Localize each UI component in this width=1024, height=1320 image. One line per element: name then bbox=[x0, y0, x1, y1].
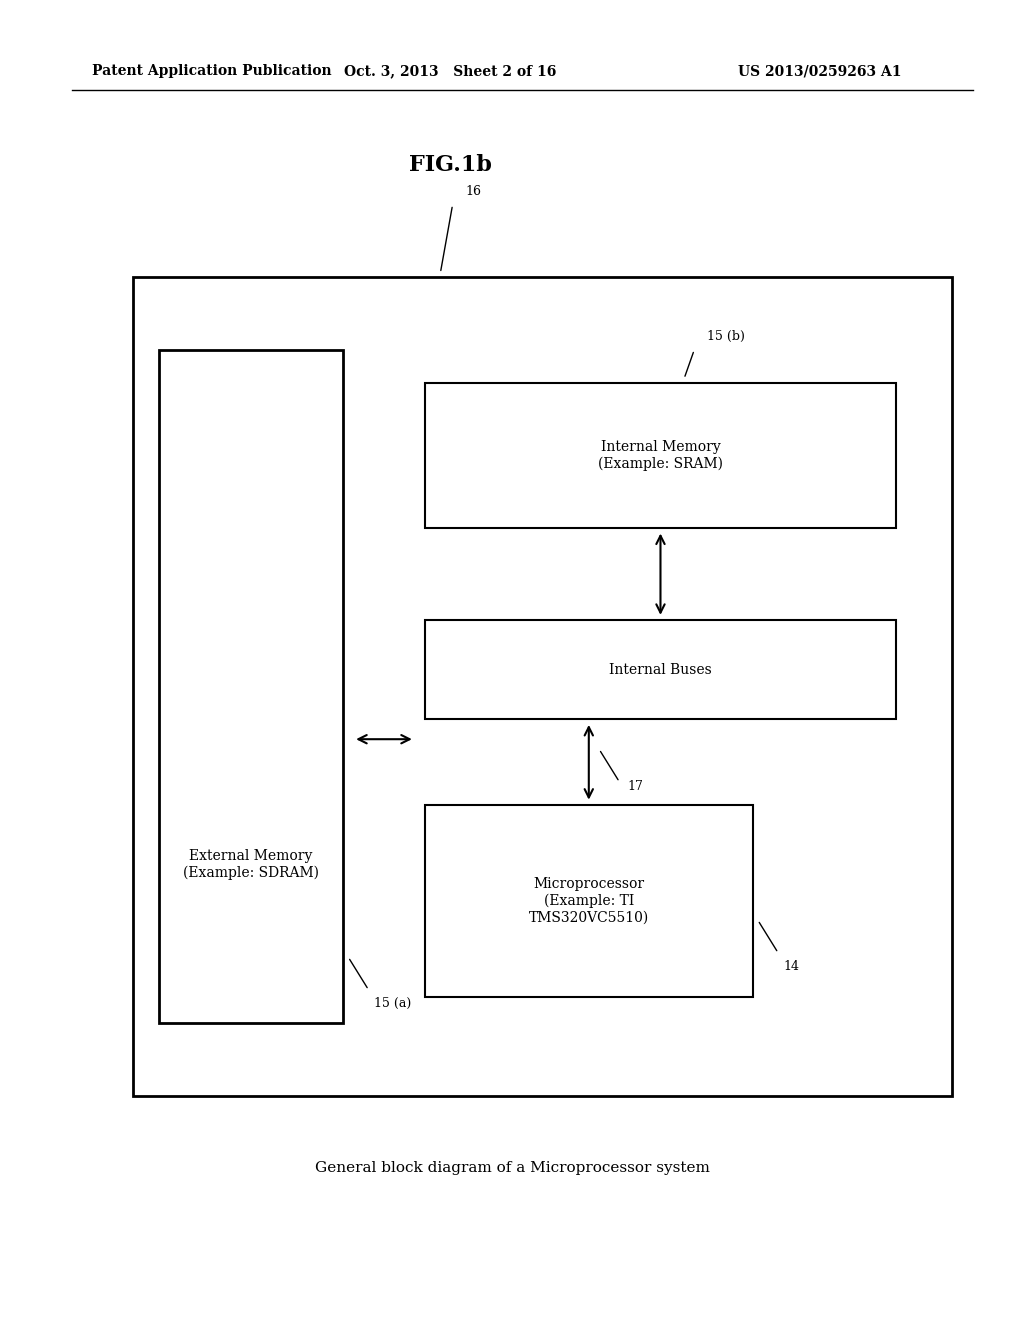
Text: 15 (b): 15 (b) bbox=[707, 330, 744, 343]
Text: 14: 14 bbox=[783, 960, 800, 973]
FancyBboxPatch shape bbox=[133, 277, 952, 1096]
FancyBboxPatch shape bbox=[159, 350, 343, 1023]
Text: Oct. 3, 2013   Sheet 2 of 16: Oct. 3, 2013 Sheet 2 of 16 bbox=[344, 65, 557, 78]
Text: Internal Memory
(Example: SRAM): Internal Memory (Example: SRAM) bbox=[598, 440, 723, 471]
Text: US 2013/0259263 A1: US 2013/0259263 A1 bbox=[737, 65, 901, 78]
Text: General block diagram of a Microprocessor system: General block diagram of a Microprocesso… bbox=[314, 1162, 710, 1175]
FancyBboxPatch shape bbox=[425, 620, 896, 719]
Text: 16: 16 bbox=[466, 185, 482, 198]
FancyBboxPatch shape bbox=[425, 805, 753, 997]
Text: External Memory
(Example: SDRAM): External Memory (Example: SDRAM) bbox=[183, 849, 318, 880]
Text: Patent Application Publication: Patent Application Publication bbox=[92, 65, 332, 78]
Text: Microprocessor
(Example: TI
TMS320VC5510): Microprocessor (Example: TI TMS320VC5510… bbox=[528, 878, 649, 924]
Text: Internal Buses: Internal Buses bbox=[609, 663, 712, 677]
Text: 15 (a): 15 (a) bbox=[374, 997, 411, 1010]
Text: 17: 17 bbox=[628, 780, 644, 792]
FancyBboxPatch shape bbox=[425, 383, 896, 528]
Text: FIG.1b: FIG.1b bbox=[410, 154, 492, 176]
